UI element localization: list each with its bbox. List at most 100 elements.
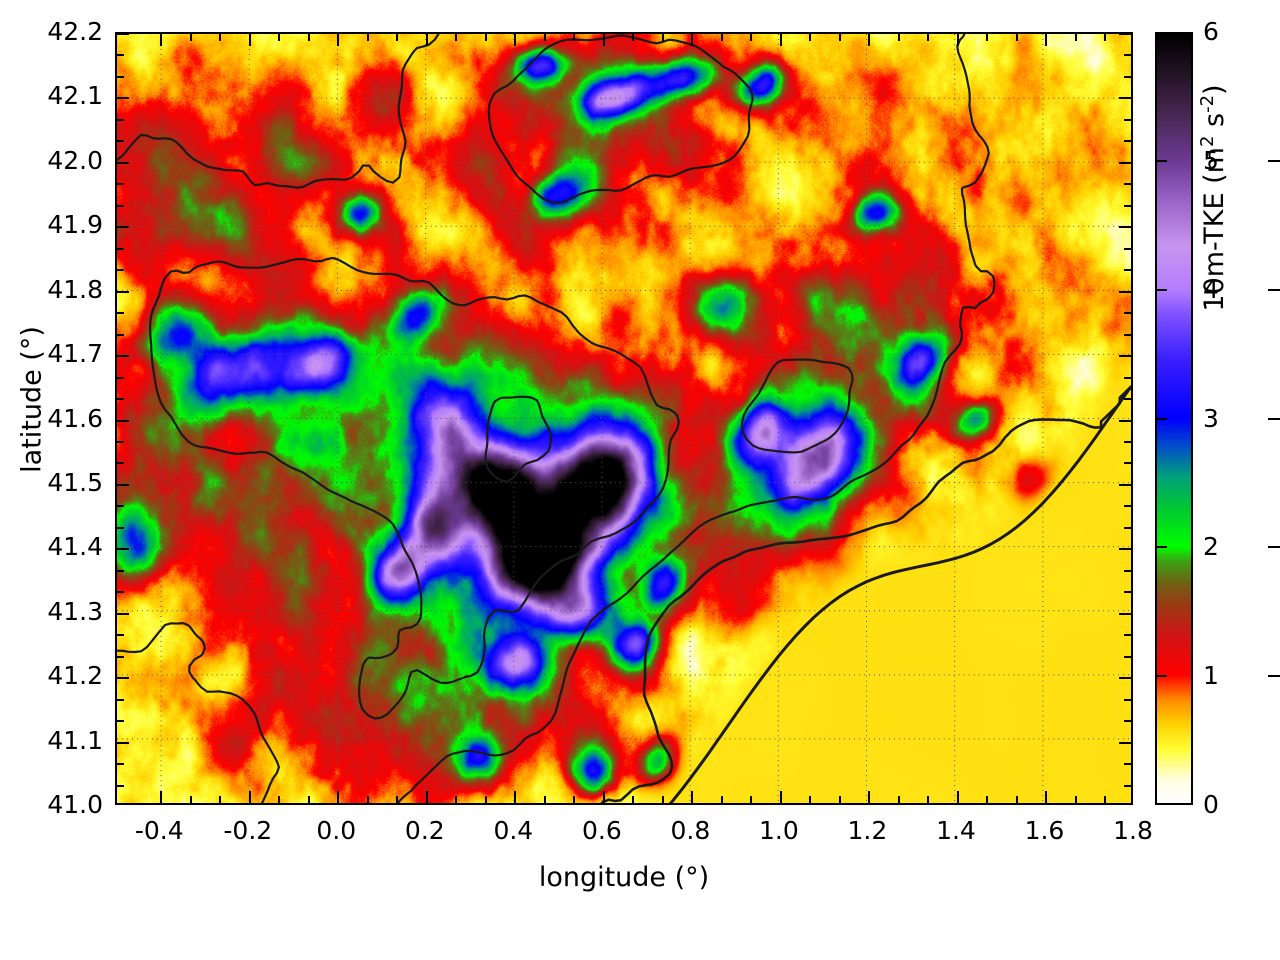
colorbar-tick-label: 2 bbox=[1203, 532, 1219, 562]
y-minor-tick bbox=[117, 312, 124, 315]
y-major-tick bbox=[117, 161, 129, 164]
y-minor-tick bbox=[117, 376, 124, 379]
x-minor-tick bbox=[278, 34, 281, 41]
y-major-tick bbox=[117, 290, 129, 293]
y-minor-tick bbox=[1124, 333, 1131, 336]
y-minor-tick bbox=[1124, 398, 1131, 401]
colorbar-title-sup1: 2 bbox=[1197, 135, 1218, 147]
y-minor-tick bbox=[117, 333, 124, 336]
y-minor-tick bbox=[117, 505, 124, 508]
y-major-tick bbox=[117, 612, 129, 615]
x-tick-label: 1.6 bbox=[1024, 816, 1065, 845]
y-minor-tick bbox=[1124, 698, 1131, 701]
colorbar-title-mid: s bbox=[1199, 112, 1230, 136]
y-minor-tick bbox=[1124, 376, 1131, 379]
x-major-tick bbox=[868, 34, 871, 46]
x-minor-tick bbox=[661, 796, 664, 803]
x-major-tick bbox=[956, 791, 959, 803]
y-major-tick bbox=[117, 419, 129, 422]
x-tick-label: 0.4 bbox=[493, 816, 534, 845]
x-major-tick bbox=[779, 34, 782, 46]
y-minor-tick bbox=[1124, 634, 1131, 637]
x-minor-tick bbox=[189, 34, 192, 41]
y-minor-tick bbox=[117, 591, 124, 594]
x-minor-tick bbox=[809, 34, 812, 41]
colorbar-tick-label: 4 bbox=[1203, 274, 1219, 304]
terrain-contour bbox=[117, 34, 440, 189]
y-major-tick bbox=[1119, 483, 1131, 486]
y-major-tick bbox=[1119, 97, 1131, 100]
x-major-tick bbox=[425, 34, 428, 46]
y-minor-tick bbox=[117, 698, 124, 701]
x-minor-tick bbox=[838, 34, 841, 41]
x-minor-tick bbox=[661, 34, 664, 41]
y-axis-tick-labels: 41.0 41.1 41.2 41.3 41.4 41.5 41.6 41.7 41.8 41.9… bbox=[0, 0, 103, 960]
x-minor-tick bbox=[750, 34, 753, 41]
y-major-tick bbox=[1119, 741, 1131, 744]
y-tick-label: 41.6 bbox=[47, 403, 103, 433]
x-minor-tick bbox=[897, 34, 900, 41]
x-tick-label: 0.0 bbox=[316, 816, 357, 845]
x-major-tick bbox=[248, 791, 251, 803]
x-minor-tick bbox=[1074, 34, 1077, 41]
y-minor-tick bbox=[117, 763, 124, 766]
y-minor-tick bbox=[117, 247, 124, 250]
colorbar-tick-label: 5 bbox=[1203, 145, 1219, 175]
x-minor-tick bbox=[219, 796, 222, 803]
colorbar-tick bbox=[1155, 546, 1167, 549]
y-minor-tick bbox=[117, 526, 124, 529]
y-minor-tick bbox=[1124, 526, 1131, 529]
x-tick-label: 1.0 bbox=[759, 816, 799, 845]
y-major-tick bbox=[117, 548, 129, 551]
x-axis-tick-labels: -0.4 -0.2 0.0 0.2 0.4 0.6 0.8 1.0 1.2 1.4 1.6 1.8 bbox=[0, 818, 1280, 858]
x-axis-title: longitude (°) bbox=[538, 862, 710, 893]
terrain-contour bbox=[487, 34, 754, 204]
y-major-tick bbox=[1119, 677, 1131, 680]
y-minor-tick bbox=[117, 54, 124, 57]
colorbar-title: 10m-TKE (m2 s-2) bbox=[1197, 0, 1230, 408]
x-minor-tick bbox=[632, 796, 635, 803]
x-minor-tick bbox=[986, 796, 989, 803]
colorbar-tick-label: 0 bbox=[1203, 790, 1219, 819]
x-major-tick bbox=[602, 791, 605, 803]
x-minor-tick bbox=[1104, 796, 1107, 803]
x-minor-tick bbox=[278, 796, 281, 803]
y-major-tick bbox=[1119, 612, 1131, 615]
y-minor-tick bbox=[1124, 655, 1131, 658]
x-minor-tick bbox=[897, 796, 900, 803]
y-minor-tick bbox=[117, 183, 124, 186]
y-major-tick bbox=[117, 226, 129, 229]
x-major-tick bbox=[514, 791, 517, 803]
colorbar-tick bbox=[1268, 288, 1280, 291]
y-minor-tick bbox=[117, 269, 124, 272]
y-tick-label: 41.1 bbox=[47, 725, 103, 755]
x-major-tick bbox=[514, 34, 517, 46]
colorbar-tick bbox=[1155, 288, 1167, 291]
y-major-tick bbox=[1119, 34, 1131, 35]
y-minor-tick bbox=[117, 569, 124, 572]
x-minor-tick bbox=[750, 796, 753, 803]
y-minor-tick bbox=[1124, 569, 1131, 572]
y-minor-tick bbox=[117, 784, 124, 787]
colorbar-tick bbox=[1268, 159, 1280, 162]
x-major-tick bbox=[337, 791, 340, 803]
colorbar-title-base: 10m-TKE (m bbox=[1199, 147, 1230, 312]
y-minor-tick bbox=[117, 440, 124, 443]
x-minor-tick bbox=[396, 796, 399, 803]
x-major-tick bbox=[691, 791, 694, 803]
y-minor-tick bbox=[1124, 440, 1131, 443]
plot-area bbox=[115, 32, 1133, 805]
colorbar-tick-label: 3 bbox=[1203, 403, 1219, 433]
y-minor-tick bbox=[1124, 784, 1131, 787]
colorbar-title-end: ) bbox=[1199, 84, 1230, 95]
x-major-tick bbox=[160, 791, 163, 803]
y-minor-tick bbox=[117, 398, 124, 401]
y-minor-tick bbox=[1124, 54, 1131, 57]
x-minor-tick bbox=[1015, 34, 1018, 41]
colorbar-tick bbox=[1155, 675, 1167, 678]
x-major-tick bbox=[602, 34, 605, 46]
x-major-tick bbox=[691, 34, 694, 46]
y-minor-tick bbox=[1124, 591, 1131, 594]
x-minor-tick bbox=[573, 796, 576, 803]
